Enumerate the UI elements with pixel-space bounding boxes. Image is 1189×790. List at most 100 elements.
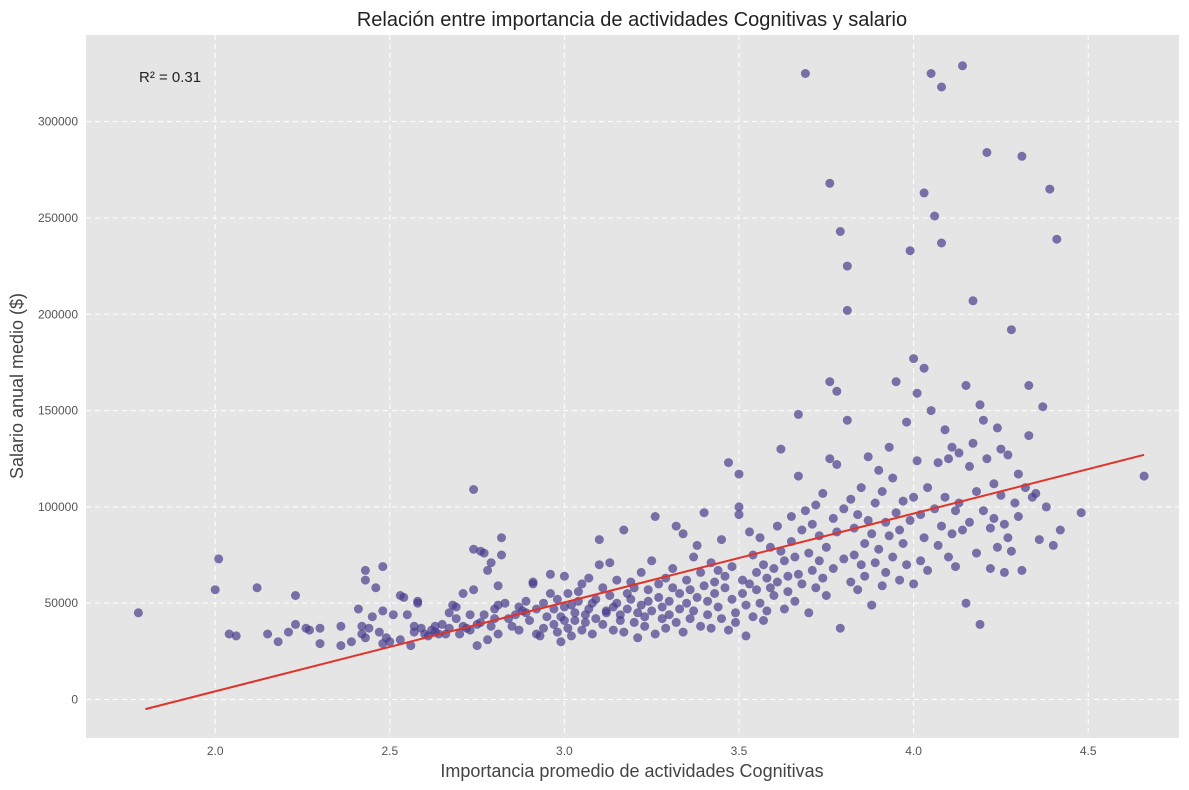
data-point (573, 587, 583, 597)
data-point (699, 508, 709, 518)
data-point (664, 596, 674, 606)
data-point (745, 579, 754, 589)
data-point (759, 560, 768, 570)
data-point (689, 606, 699, 616)
data-point (779, 556, 789, 566)
data-point (559, 571, 569, 581)
data-point (479, 610, 489, 620)
data-point (469, 485, 479, 494)
data-point (982, 454, 992, 464)
data-point (444, 608, 454, 618)
data-point (870, 498, 880, 508)
data-point (570, 608, 580, 618)
data-point (1041, 502, 1051, 512)
data-point (989, 479, 999, 489)
data-point (800, 506, 810, 516)
data-point (724, 458, 733, 468)
data-point (965, 517, 974, 527)
data-point (549, 619, 559, 629)
data-point (668, 564, 678, 573)
data-point (657, 602, 667, 612)
data-point (291, 591, 300, 600)
data-point (552, 627, 562, 637)
data-point (731, 617, 740, 627)
data-point (776, 444, 786, 454)
data-point (696, 621, 706, 631)
data-point (364, 623, 374, 633)
data-point (734, 510, 744, 520)
data-point (654, 579, 664, 589)
data-point (992, 423, 1002, 433)
data-point (1017, 565, 1027, 575)
data-point (961, 598, 971, 608)
data-point (884, 442, 894, 452)
data-point (626, 594, 636, 604)
y-tick-label: 200000 (38, 307, 78, 321)
data-point (999, 567, 1009, 577)
data-point (650, 629, 660, 639)
data-point (643, 585, 653, 595)
data-point (685, 614, 695, 624)
data-point (633, 633, 643, 643)
data-point (821, 542, 831, 552)
data-point (727, 594, 737, 604)
data-point (1055, 525, 1065, 535)
data-point (699, 581, 709, 591)
data-point (336, 641, 346, 651)
data-point (612, 575, 622, 585)
data-point (755, 598, 765, 608)
data-point (804, 608, 814, 618)
data-point (905, 246, 915, 256)
data-point (570, 616, 580, 625)
data-point (926, 69, 936, 78)
data-point (594, 560, 604, 570)
data-point (867, 600, 877, 610)
data-point (483, 635, 493, 645)
data-point (629, 617, 639, 627)
data-point (577, 579, 587, 589)
data-point (937, 82, 946, 92)
data-point (640, 621, 650, 631)
data-point (378, 562, 388, 572)
data-point (594, 535, 604, 545)
data-point (752, 585, 761, 595)
data-point (888, 552, 898, 562)
x-tick-label: 2.5 (381, 744, 398, 758)
data-point (371, 583, 381, 593)
data-point (591, 614, 601, 624)
data-point (675, 589, 685, 598)
data-point (465, 610, 475, 620)
y-tick-label: 50000 (45, 596, 79, 610)
data-point (738, 575, 747, 585)
data-point (458, 589, 468, 598)
data-point (853, 510, 863, 520)
data-point (545, 589, 555, 598)
data-point (682, 598, 692, 608)
data-point (717, 614, 726, 624)
regression-line (145, 453, 1145, 711)
data-point (769, 591, 779, 600)
data-point (860, 539, 870, 548)
data-point (545, 569, 555, 579)
data-point (846, 494, 856, 504)
data-point (636, 600, 646, 610)
x-tick-label: 3.0 (556, 744, 573, 758)
data-point (930, 211, 940, 221)
y-tick-label: 300000 (38, 115, 78, 129)
data-point (636, 567, 646, 577)
data-point (797, 579, 807, 589)
data-point (409, 621, 419, 631)
data-point (842, 261, 852, 271)
data-point (552, 594, 562, 604)
data-point (968, 438, 978, 448)
data-point (486, 621, 496, 631)
y-tick-label: 250000 (38, 211, 78, 225)
data-point (992, 542, 1002, 552)
data-point (839, 504, 849, 514)
data-point (870, 558, 880, 568)
data-point (1013, 469, 1023, 479)
data-point (902, 560, 912, 570)
data-point (608, 625, 618, 635)
data-point (898, 496, 908, 506)
data-point (947, 529, 957, 539)
